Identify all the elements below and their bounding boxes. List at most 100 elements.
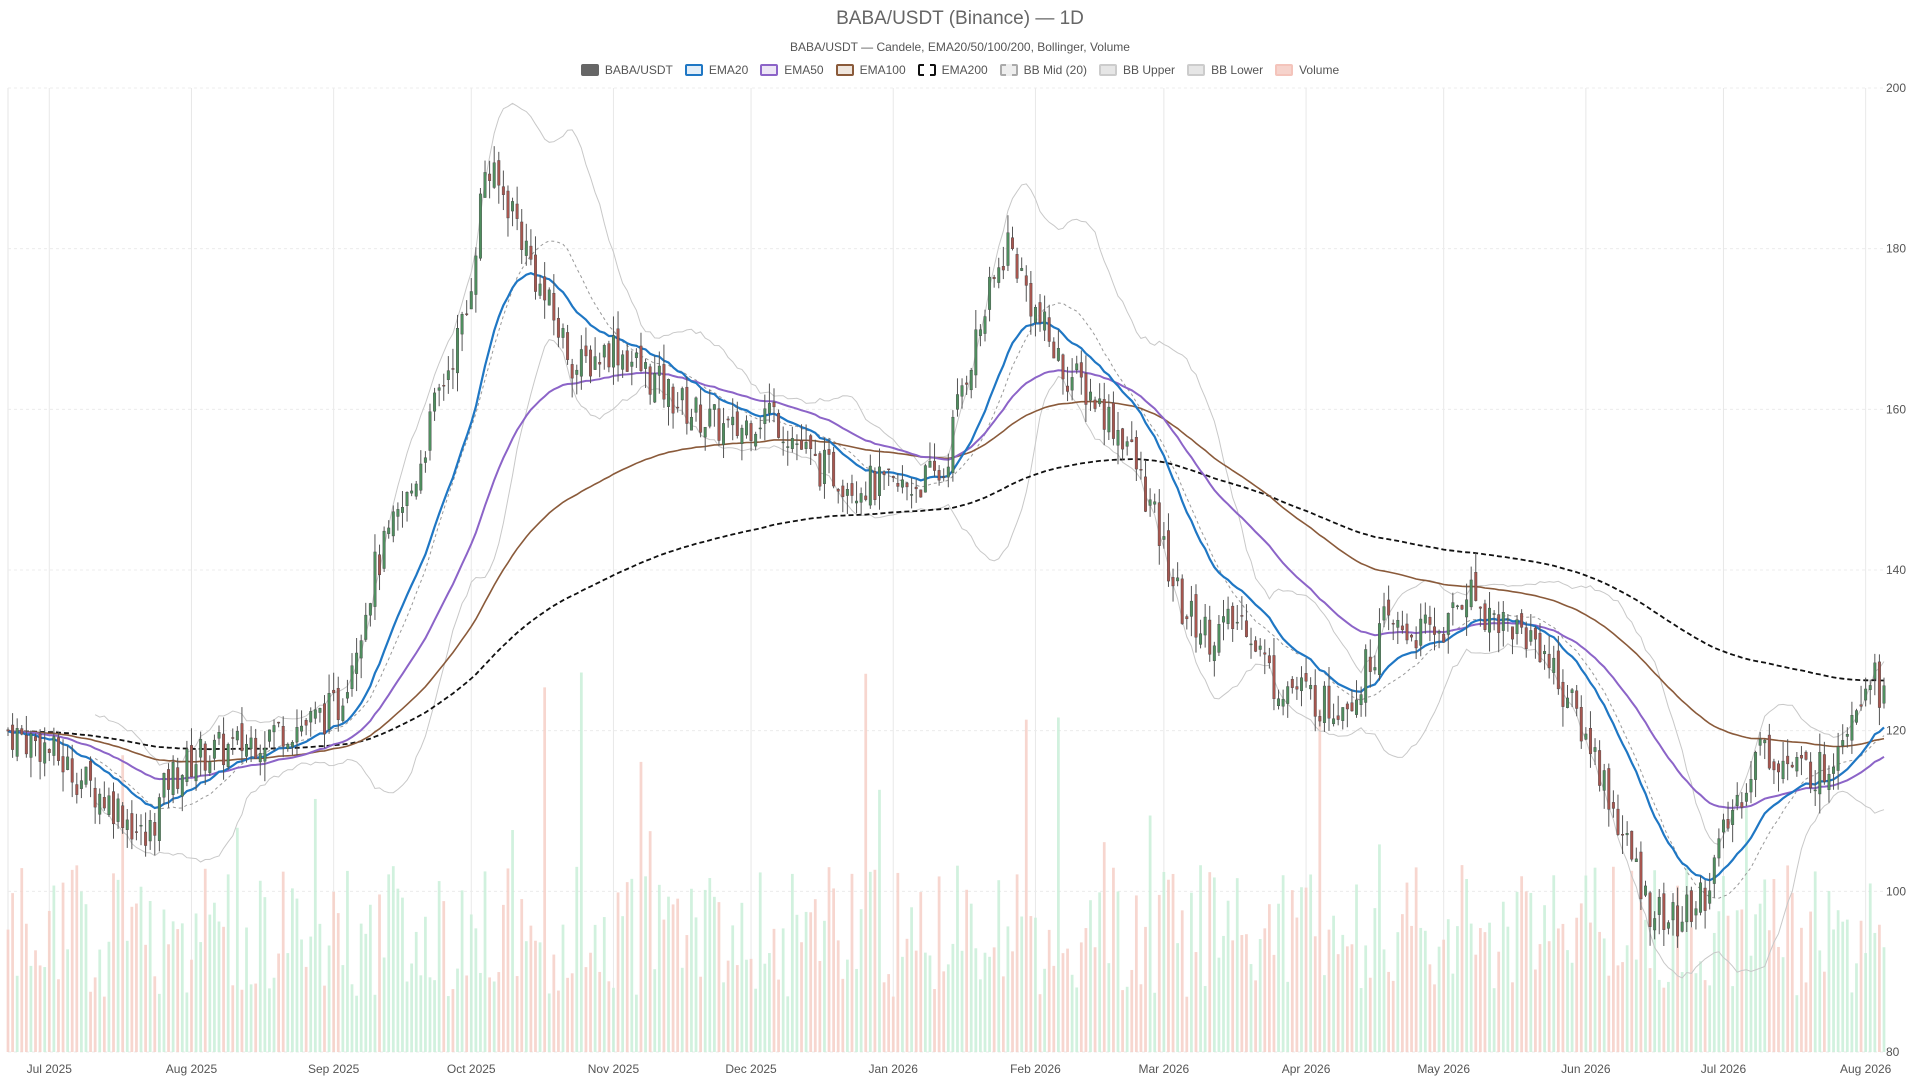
candle-body: [680, 388, 684, 401]
candle: [1272, 638, 1276, 711]
volume-bar: [827, 867, 831, 1052]
candle: [1121, 427, 1125, 460]
candle-body: [203, 743, 207, 771]
volume-bar: [997, 880, 1001, 1052]
candle: [1047, 304, 1051, 348]
volume-bar: [956, 865, 959, 1052]
candle-body: [1460, 605, 1464, 610]
candle-body: [1001, 266, 1005, 271]
volume-bar: [446, 996, 450, 1052]
volume-bar: [1148, 815, 1152, 1052]
volume-bar: [1478, 928, 1482, 1052]
volume-bar: [437, 881, 441, 1052]
legend-item[interactable]: EMA200: [917, 63, 988, 77]
candle-body: [786, 446, 790, 448]
volume-bar: [1245, 934, 1248, 1052]
candle: [1465, 583, 1469, 636]
candle: [93, 777, 97, 824]
candle: [79, 768, 83, 799]
candle: [1708, 872, 1712, 910]
candle-body: [1125, 441, 1129, 447]
volume-bar: [534, 940, 537, 1052]
candle: [1790, 761, 1794, 769]
candle: [1226, 596, 1230, 630]
candle: [345, 679, 349, 704]
candle-body: [1818, 751, 1822, 795]
candle-body: [1052, 341, 1056, 359]
candle-body: [1171, 577, 1175, 587]
volume-bar: [625, 882, 629, 1052]
legend-item[interactable]: BB Mid (20): [999, 63, 1087, 77]
candle-body: [1134, 437, 1138, 470]
legend-item[interactable]: EMA20: [684, 63, 748, 77]
volume-bar: [203, 868, 207, 1052]
candle-body: [1726, 819, 1730, 829]
candle-body: [1575, 690, 1579, 709]
volume-bar: [1382, 949, 1386, 1052]
candle-body: [676, 406, 680, 409]
candle-body: [722, 423, 725, 445]
candle-body: [483, 172, 487, 198]
candle-body: [185, 748, 189, 782]
candle-body: [1694, 908, 1698, 916]
legend-item[interactable]: BB Upper: [1099, 63, 1175, 77]
chart-subtitle: BABA/USDT — Candele, EMA20/50/100/200, B…: [790, 40, 1130, 54]
candle-body: [148, 820, 152, 842]
candle: [134, 813, 138, 841]
legend-item[interactable]: Volume: [1275, 63, 1339, 77]
candle: [1758, 731, 1762, 756]
candle-body: [1832, 766, 1836, 774]
candle: [488, 160, 492, 199]
volume-bar: [928, 955, 932, 1052]
volume-bar: [1125, 986, 1129, 1052]
candle-body: [1703, 887, 1707, 911]
candle: [1832, 753, 1836, 790]
candle-body: [974, 329, 978, 376]
candle-body: [873, 470, 877, 500]
candle-body: [1015, 254, 1019, 279]
volume-bar: [901, 956, 904, 1052]
volume-bar: [1579, 903, 1583, 1052]
candle-body: [15, 728, 19, 757]
candle-body: [1611, 802, 1615, 809]
candle-body: [1566, 697, 1569, 708]
volume-bar: [1859, 920, 1863, 1052]
legend-item[interactable]: EMA100: [835, 63, 906, 77]
volume-bar: [222, 926, 225, 1052]
legend-label: BB Upper: [1123, 63, 1176, 77]
volume-bar: [671, 904, 675, 1052]
candle-body: [84, 766, 88, 785]
candle-body: [364, 614, 368, 640]
volume-bar: [84, 904, 88, 1052]
volume-bar: [988, 956, 991, 1052]
candle-body: [410, 490, 414, 494]
volume-bar: [1281, 875, 1285, 1052]
legend-item[interactable]: EMA50: [760, 63, 824, 77]
candle: [543, 262, 547, 319]
x-tick-label: Jan 2026: [869, 1062, 919, 1076]
candle: [1781, 741, 1785, 784]
candle: [1437, 629, 1441, 649]
x-tick-label: Feb 2026: [1010, 1062, 1061, 1076]
candle-body: [1322, 685, 1326, 723]
legend-item[interactable]: BB Lower: [1187, 63, 1263, 77]
candle: [34, 733, 37, 757]
volume-bar: [749, 958, 753, 1052]
candle-body: [790, 438, 794, 449]
candle-body: [1006, 232, 1010, 266]
x-tick-label: Jul 2026: [1701, 1062, 1747, 1076]
candle: [1111, 391, 1115, 446]
candle: [43, 727, 47, 777]
volume-bar: [75, 865, 79, 1052]
volume-bar: [529, 925, 533, 1052]
candle: [634, 348, 638, 368]
legend-item[interactable]: BABA/USDT: [580, 63, 673, 77]
volume-bar: [800, 942, 803, 1052]
candle-body: [1474, 572, 1478, 601]
candle-body: [919, 489, 923, 498]
candle: [1029, 270, 1033, 335]
candle: [1731, 799, 1735, 843]
candle: [1240, 596, 1244, 630]
candle-body: [446, 370, 450, 380]
candle-body: [1038, 302, 1042, 323]
